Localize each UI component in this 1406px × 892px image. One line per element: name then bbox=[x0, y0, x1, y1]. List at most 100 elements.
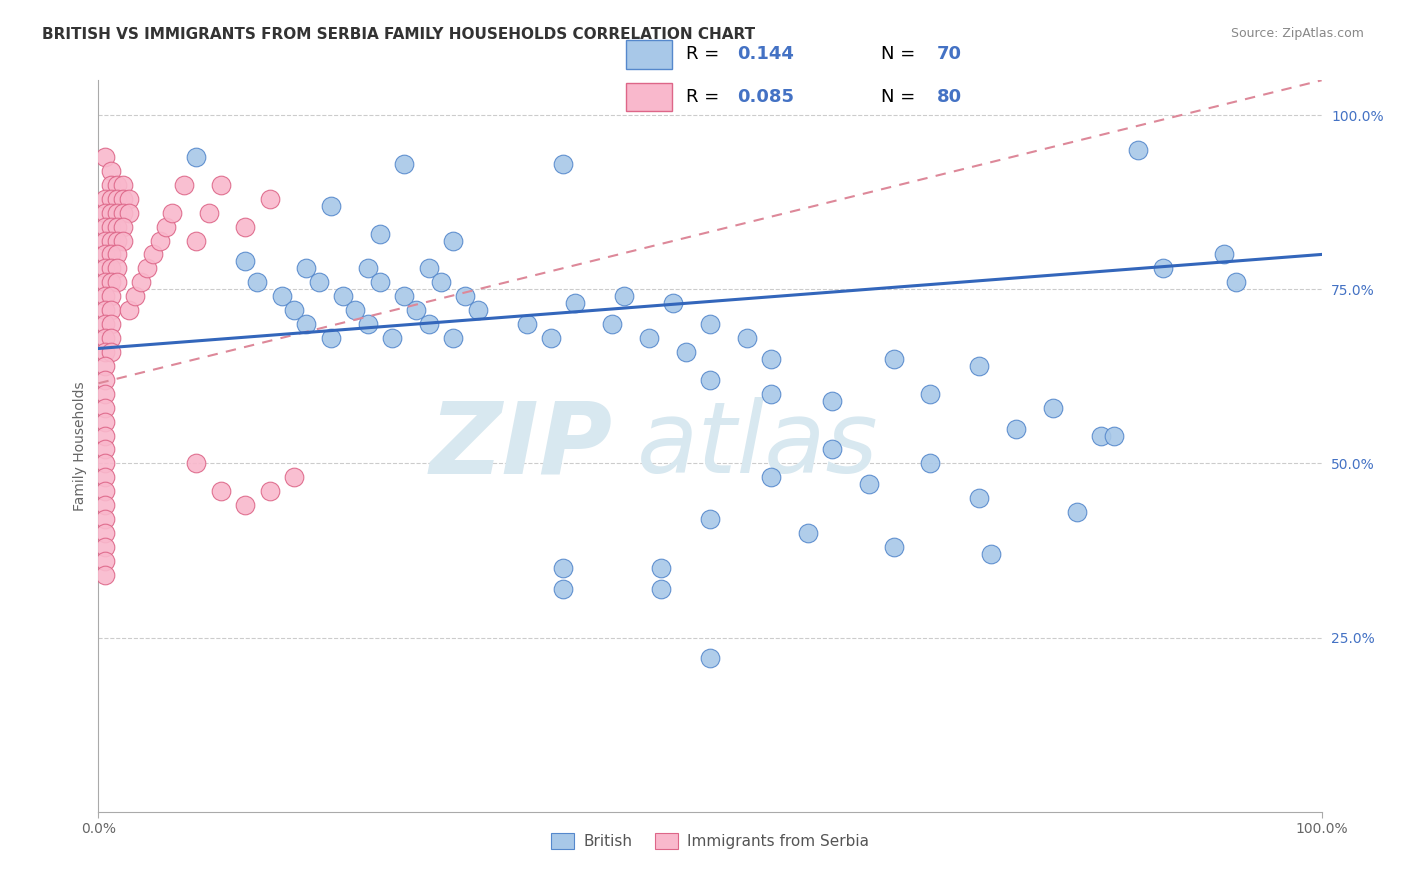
Point bbox=[344, 303, 367, 318]
Point bbox=[735, 331, 758, 345]
Point bbox=[259, 484, 281, 499]
Point bbox=[233, 254, 256, 268]
Point bbox=[118, 303, 141, 318]
Point bbox=[111, 205, 134, 219]
Point bbox=[93, 442, 115, 457]
Point bbox=[105, 247, 128, 261]
Point bbox=[93, 317, 115, 331]
Point bbox=[1066, 505, 1088, 519]
Point bbox=[295, 261, 318, 276]
Point bbox=[515, 317, 537, 331]
Point bbox=[111, 219, 134, 234]
Point bbox=[283, 470, 305, 484]
Point bbox=[967, 359, 990, 373]
Point bbox=[613, 289, 636, 303]
Point bbox=[246, 275, 269, 289]
Point bbox=[405, 303, 427, 318]
Point bbox=[332, 289, 354, 303]
Point bbox=[100, 303, 122, 318]
Point bbox=[283, 303, 305, 318]
Point bbox=[93, 219, 115, 234]
Point bbox=[93, 526, 115, 541]
Point bbox=[418, 261, 440, 276]
Point bbox=[100, 247, 122, 261]
Text: 0.085: 0.085 bbox=[737, 88, 794, 106]
Point bbox=[93, 205, 115, 219]
Point bbox=[980, 547, 1002, 561]
Point bbox=[1128, 143, 1150, 157]
Point bbox=[100, 192, 122, 206]
Point bbox=[209, 178, 232, 192]
Point bbox=[93, 512, 115, 526]
Point bbox=[356, 317, 378, 331]
Point bbox=[100, 261, 122, 276]
Point bbox=[100, 331, 122, 345]
Point bbox=[93, 345, 115, 359]
Point bbox=[600, 317, 623, 331]
Point bbox=[553, 561, 575, 575]
Point bbox=[295, 317, 318, 331]
Point bbox=[454, 289, 477, 303]
Point bbox=[381, 331, 404, 345]
Point bbox=[638, 331, 661, 345]
Point bbox=[233, 219, 256, 234]
Point bbox=[129, 275, 152, 289]
Point bbox=[858, 477, 880, 491]
Point bbox=[920, 457, 942, 471]
Point bbox=[1225, 275, 1247, 289]
Point bbox=[1004, 421, 1026, 435]
Text: Source: ZipAtlas.com: Source: ZipAtlas.com bbox=[1230, 27, 1364, 40]
Point bbox=[1212, 247, 1234, 261]
Point bbox=[699, 373, 721, 387]
Point bbox=[430, 275, 453, 289]
Point bbox=[93, 331, 115, 345]
Point bbox=[111, 234, 134, 248]
Point bbox=[93, 386, 115, 401]
Point bbox=[93, 567, 115, 582]
Point bbox=[118, 192, 141, 206]
Point bbox=[883, 351, 905, 366]
Point bbox=[93, 234, 115, 248]
Point bbox=[93, 428, 115, 442]
Point bbox=[142, 247, 165, 261]
Text: 80: 80 bbox=[936, 88, 962, 106]
Point bbox=[259, 192, 281, 206]
Point bbox=[418, 317, 440, 331]
Point bbox=[100, 317, 122, 331]
Point bbox=[662, 296, 685, 310]
Point bbox=[100, 164, 122, 178]
Point bbox=[392, 289, 416, 303]
Point bbox=[1042, 401, 1064, 415]
Point bbox=[540, 331, 562, 345]
Point bbox=[441, 331, 464, 345]
Point bbox=[821, 393, 844, 408]
Text: R =: R = bbox=[686, 45, 725, 63]
Point bbox=[93, 247, 115, 261]
Point bbox=[441, 234, 464, 248]
Point bbox=[105, 261, 128, 276]
Text: atlas: atlas bbox=[637, 398, 879, 494]
Point bbox=[699, 317, 721, 331]
Point bbox=[209, 484, 232, 499]
Point bbox=[186, 150, 208, 164]
Point bbox=[93, 470, 115, 484]
Point bbox=[553, 582, 575, 596]
Point bbox=[319, 199, 342, 213]
Point bbox=[100, 205, 122, 219]
Point bbox=[797, 526, 820, 541]
Point bbox=[100, 289, 122, 303]
Point bbox=[105, 219, 128, 234]
Point bbox=[93, 150, 115, 164]
Point bbox=[93, 373, 115, 387]
Point bbox=[308, 275, 330, 289]
Point bbox=[197, 205, 219, 219]
Point bbox=[368, 275, 391, 289]
Text: 70: 70 bbox=[936, 45, 962, 63]
Point bbox=[270, 289, 294, 303]
Point bbox=[356, 261, 378, 276]
Point bbox=[100, 178, 122, 192]
Point bbox=[93, 275, 115, 289]
Point bbox=[105, 275, 128, 289]
Text: N =: N = bbox=[880, 45, 921, 63]
Point bbox=[100, 275, 122, 289]
